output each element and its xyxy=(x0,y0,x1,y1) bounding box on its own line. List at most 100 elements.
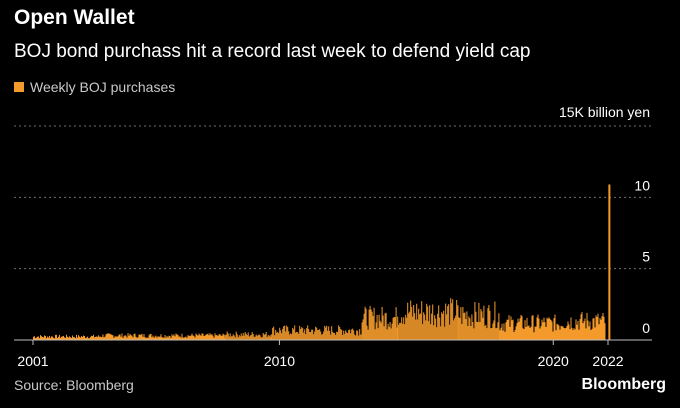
bar-seg1 xyxy=(166,336,168,340)
bar-seg8 xyxy=(582,323,584,340)
bar-seg1 xyxy=(161,337,163,340)
bar-seg4 xyxy=(378,314,380,340)
bar-seg5 xyxy=(448,304,450,340)
bar-seg1 xyxy=(154,336,156,340)
bar-seg4 xyxy=(393,317,395,340)
bar-seg6 xyxy=(460,307,462,340)
bar-seg1 xyxy=(220,335,222,340)
bar-seg1 xyxy=(210,334,212,340)
bar-seg3 xyxy=(287,327,289,340)
bar-seg7 xyxy=(533,332,535,340)
bar-seg2 xyxy=(261,337,263,340)
bar-seg5 xyxy=(403,317,405,340)
bar-seg3 xyxy=(318,330,320,340)
bar-seg1 xyxy=(180,337,182,340)
bar-seg2 xyxy=(224,335,226,340)
bar-seg5 xyxy=(409,311,411,340)
bar-seg5 xyxy=(444,326,446,340)
bar-seg1 xyxy=(134,333,136,340)
bar-seg2 xyxy=(253,336,255,340)
bar-seg8 xyxy=(571,327,573,340)
bar-seg8 xyxy=(588,326,590,340)
bar-seg8 xyxy=(599,318,601,340)
bar-seg8 xyxy=(572,329,574,340)
bar-seg5 xyxy=(440,326,442,340)
bar-seg5 xyxy=(424,314,426,340)
bar-seg3 xyxy=(346,332,348,340)
bar-seg3 xyxy=(303,332,305,340)
bar-seg1 xyxy=(122,337,124,340)
bar-seg6 xyxy=(480,309,482,340)
bar-seg1 xyxy=(113,337,115,340)
bar-seg0 xyxy=(82,336,83,340)
bar-seg0 xyxy=(81,336,82,340)
bar-seg1 xyxy=(171,334,173,340)
bar-seg1 xyxy=(198,333,200,340)
bar-seg1 xyxy=(103,337,105,340)
bar-seg1 xyxy=(110,334,112,340)
bar-seg5 xyxy=(421,301,423,340)
bar-seg3 xyxy=(352,328,354,340)
bar-seg2 xyxy=(255,334,257,340)
bar-seg4 xyxy=(370,309,372,340)
bar-seg5 xyxy=(437,313,439,340)
bar-seg1 xyxy=(149,334,151,340)
bar-seg0 xyxy=(44,335,45,340)
bar-seg5 xyxy=(441,312,443,340)
bar-seg3 xyxy=(333,332,335,340)
bar-seg7 xyxy=(524,320,526,340)
bar-seg3 xyxy=(339,327,341,340)
bar-seg6 xyxy=(476,321,478,340)
bar-seg4 xyxy=(390,328,392,340)
bar-seg8 xyxy=(566,325,568,340)
bar-seg3 xyxy=(336,331,338,340)
bar-seg2 xyxy=(252,334,254,340)
bar-seg0 xyxy=(50,337,51,340)
bar-seg6 xyxy=(468,316,470,340)
bar-seg1 xyxy=(222,333,224,340)
bar-seg4 xyxy=(389,321,391,340)
bar-seg5 xyxy=(418,308,420,340)
bar-seg4 xyxy=(374,329,376,340)
bar-seg0 xyxy=(67,336,68,340)
bar-seg5 xyxy=(447,306,449,340)
bar-seg0 xyxy=(40,335,41,340)
bar-seg7 xyxy=(540,326,542,340)
bar-seg6 xyxy=(472,322,474,340)
bar-seg1 xyxy=(178,336,180,340)
bar-seg8 xyxy=(565,327,567,340)
bar-seg1 xyxy=(167,337,169,340)
bar-seg8 xyxy=(585,328,587,340)
bar-seg1 xyxy=(175,333,177,340)
bar-seg5 xyxy=(415,319,417,340)
bar-seg8 xyxy=(584,318,586,340)
bar-seg3 xyxy=(300,329,302,340)
bar-seg7 xyxy=(520,314,522,340)
bar-seg2 xyxy=(256,335,258,340)
bar-seg7 xyxy=(544,322,546,340)
bar-seg1 xyxy=(213,337,215,340)
bar-seg1 xyxy=(203,336,205,340)
bar-record-spike xyxy=(608,184,611,340)
bar-seg8 xyxy=(564,328,566,340)
bar-seg7 xyxy=(560,325,562,340)
bar-seg0 xyxy=(58,336,59,340)
bar-seg5 xyxy=(449,324,451,340)
bar-seg5 xyxy=(402,323,404,340)
bar-seg0 xyxy=(43,337,44,340)
bar-seg7 xyxy=(554,314,556,340)
bar-seg1 xyxy=(115,336,117,340)
bar-seg3 xyxy=(326,325,328,340)
bar-seg6 xyxy=(473,328,475,340)
bar-seg7 xyxy=(500,327,502,340)
bar-seg0 xyxy=(70,337,71,340)
bar-seg6 xyxy=(489,310,491,340)
bar-seg6 xyxy=(464,312,466,340)
bar-seg3 xyxy=(271,334,273,340)
bar-seg7 xyxy=(553,318,555,340)
bar-seg3 xyxy=(335,335,337,340)
bar-seg2 xyxy=(245,333,247,340)
bar-seg4 xyxy=(366,325,368,340)
bar-seg3 xyxy=(279,327,281,340)
bar-seg2 xyxy=(254,336,256,340)
